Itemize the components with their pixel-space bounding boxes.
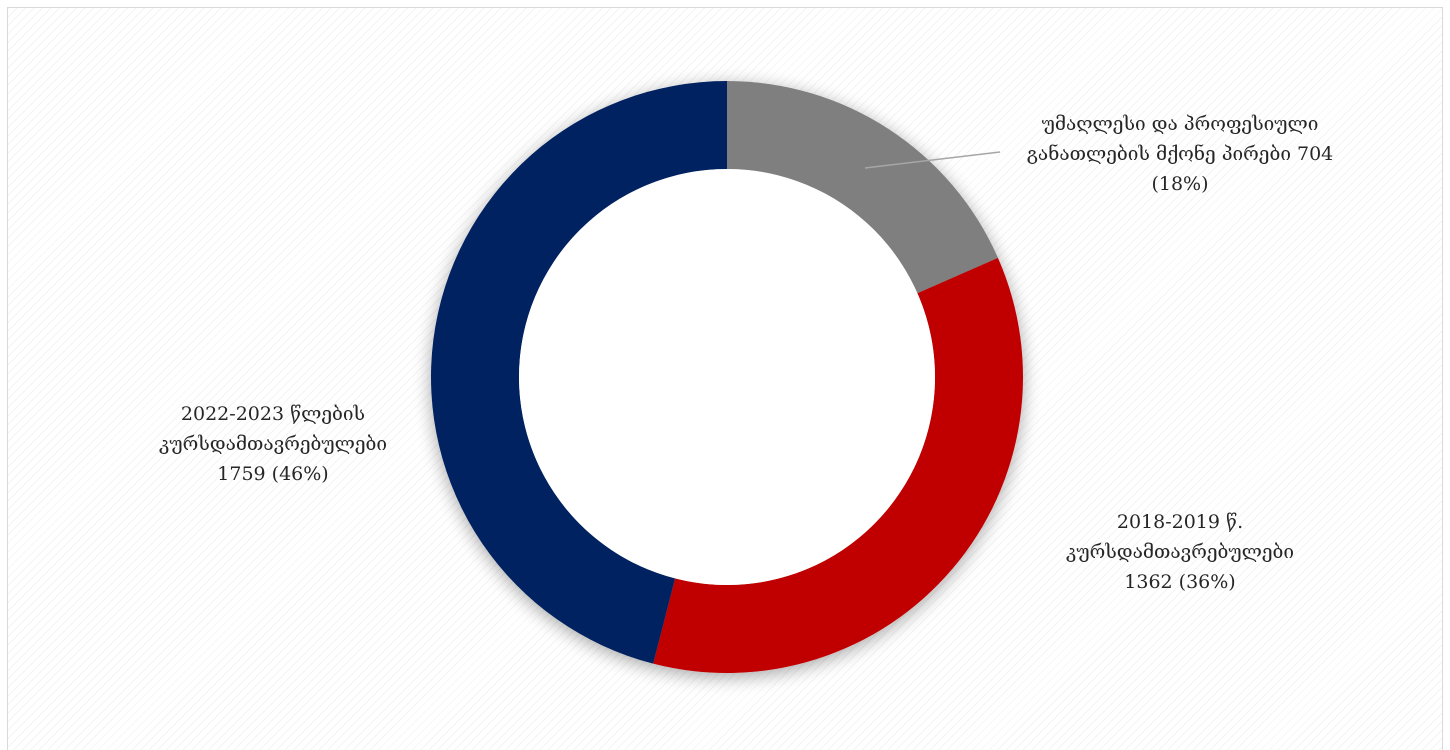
leader-line-1 [864, 151, 1001, 169]
slice-label-2: 2018-2019 წ. კურსდამთავრებულები 1362 (36%) [1066, 511, 1294, 593]
slice-label-line: 1759 (46%) [217, 463, 328, 485]
slice-label-line: 2022-2023 წლების [181, 403, 365, 425]
slice-label-1: უმაღლესი და პროფესიული განათლების მქონე პ… [1027, 113, 1334, 195]
slice-labels: უმაღლესი და პროფესიული განათლების მქონე პ… [159, 113, 1333, 593]
slice-label-3: 2022-2023 წლების კურსდამთავრებულები 1759 (… [159, 403, 387, 485]
doughnut-slice-3 [430, 81, 727, 664]
doughnut-slice-2 [653, 257, 1023, 673]
doughnut-slices [430, 81, 1023, 673]
doughnut-hole [519, 169, 935, 585]
leader-lines [864, 151, 1001, 169]
slice-label-line: განათლების მქონე პირები 704 [1027, 143, 1334, 165]
slice-label-line: (18%) [1151, 173, 1208, 195]
slice-label-line: უმაღლესი და პროფესიული [1042, 113, 1319, 135]
slice-label-line: კურსდამთავრებულები [1066, 541, 1294, 563]
slice-label-line: კურსდამთავრებულები [159, 433, 387, 455]
slice-label-line: 1362 (36%) [1124, 571, 1235, 593]
doughnut-slice-1 [727, 81, 998, 294]
slice-label-line: 2018-2019 წ. [1117, 511, 1243, 533]
